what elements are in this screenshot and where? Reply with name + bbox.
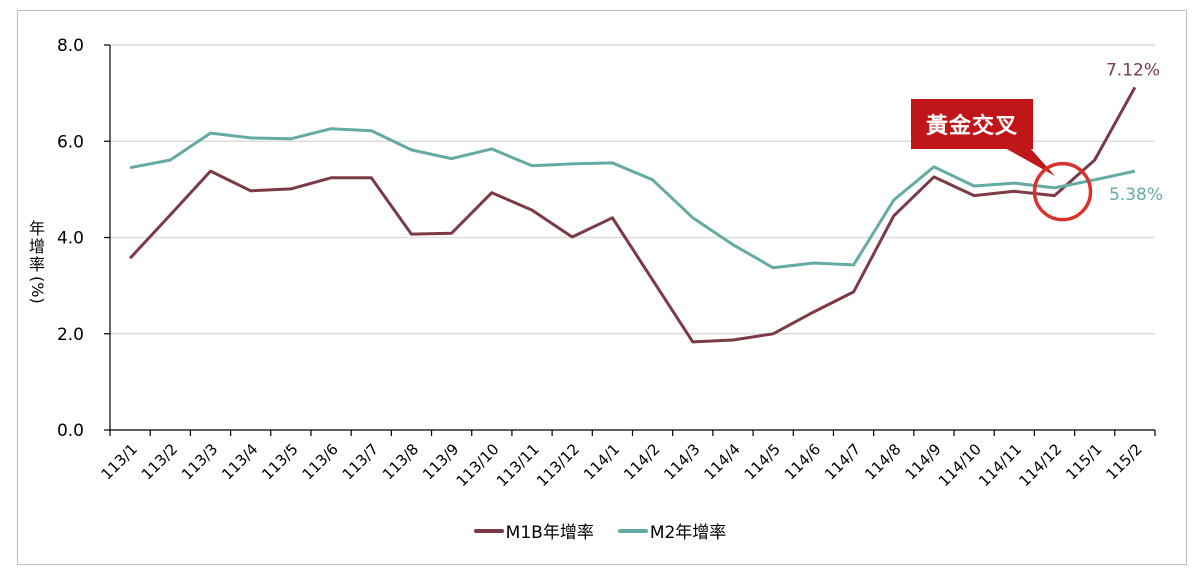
legend-label-m1b: M1B年增率: [505, 523, 594, 543]
x-tick-label: 113/3: [178, 440, 221, 483]
chart-frame: [17, 10, 1187, 565]
legend-label-m2: M2年增率: [649, 523, 727, 543]
legend-item-m1b: M1B年增率: [473, 518, 594, 543]
series-line-m1b: [129, 86, 1137, 344]
y-tick-label: 2.0: [57, 325, 84, 345]
callout-pointer: [1005, 148, 1055, 176]
x-tick-label: 113/4: [218, 440, 261, 483]
y-axis-label: 年 增 率 (%): [26, 220, 48, 304]
golden-cross-callout: 黃金交叉: [911, 99, 1033, 149]
y-axis-label-char: 增: [28, 237, 45, 256]
x-tick-label: 114/3: [660, 440, 703, 483]
legend-swatch-m2: [617, 528, 648, 533]
x-tick-label: 113/10: [453, 440, 503, 490]
legend-swatch-m1b: [473, 528, 504, 533]
y-axis-label-char: 率: [28, 255, 45, 274]
x-tick-label: 113/12: [533, 440, 583, 490]
y-tick-label: 6.0: [57, 132, 84, 152]
x-tick-label: 113/1: [98, 440, 141, 483]
x-tick-label: 114/6: [781, 440, 824, 483]
x-tick-label: 114/10: [935, 440, 985, 490]
legend: M1B年增率 M2年增率: [0, 518, 1200, 543]
x-tick-label: 115/1: [1062, 440, 1105, 483]
x-tick-label: 114/2: [620, 440, 663, 483]
x-tick-label: 113/5: [258, 440, 301, 483]
y-axis-label-unit: (%): [28, 276, 47, 304]
x-tick-label: 113/11: [493, 440, 543, 490]
x-tick-label: 114/5: [741, 440, 784, 483]
series-line-m2: [129, 127, 1136, 270]
y-tick-label: 4.0: [57, 229, 84, 249]
end-label-m1b: 7.12%: [1106, 60, 1160, 80]
y-tick-label: 0.0: [57, 421, 84, 441]
x-tick-label: 114/4: [701, 440, 744, 483]
legend-item-m2: M2年增率: [617, 518, 727, 543]
x-tick-label: 114/8: [861, 440, 904, 483]
end-label-m2: 5.38%: [1109, 185, 1163, 205]
x-tick-label: 115/2: [1102, 440, 1145, 483]
x-tick-label: 114/11: [975, 440, 1025, 490]
y-axis-label-char: 年: [28, 219, 45, 238]
x-tick-label: 114/12: [1015, 440, 1065, 490]
golden-cross-circle: [1032, 161, 1093, 222]
x-tick-label: 113/8: [379, 440, 422, 483]
x-tick-label: 113/7: [339, 440, 382, 483]
x-tick-label: 113/6: [299, 440, 342, 483]
y-tick-label: 8.0: [57, 36, 84, 56]
x-tick-label: 114/1: [580, 440, 623, 483]
x-tick-label: 114/7: [821, 440, 864, 483]
x-tick-label: 113/2: [138, 440, 181, 483]
